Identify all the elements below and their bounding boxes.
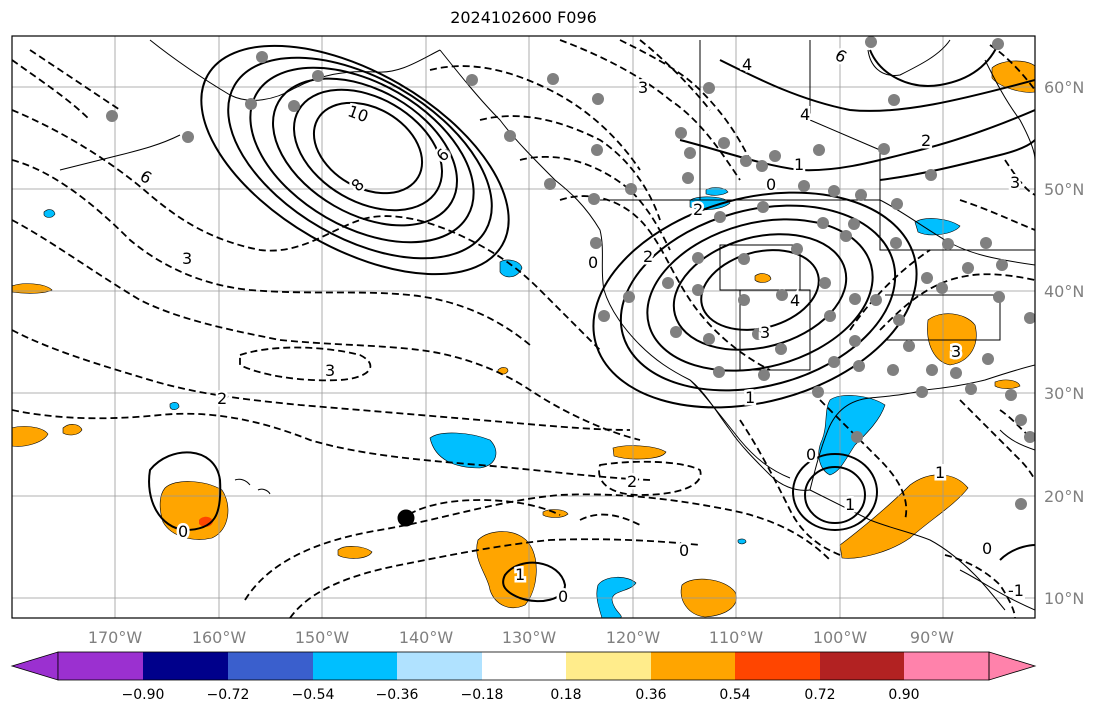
contour-label: 2 — [693, 200, 703, 219]
colorbar-tick-label: 0.72 — [804, 687, 835, 703]
dashed-contours — [12, 39, 1035, 618]
colorbar-tick-label: −0.72 — [207, 687, 250, 703]
colorbar-tick-label: −0.54 — [292, 687, 335, 703]
lon-label: 170°W — [88, 628, 143, 647]
contour-label: 1 — [935, 463, 945, 482]
colorbar-segment — [651, 652, 735, 680]
colorbar-tick-label: −0.18 — [461, 687, 504, 703]
coastlines — [59, 39, 1035, 611]
colorbar-segment — [820, 652, 904, 680]
contour-label: 0 — [982, 539, 992, 558]
contour-label: 1 — [845, 495, 855, 514]
contour-label: 3 — [760, 323, 770, 342]
colorbar-tick-label: 0.36 — [635, 687, 666, 703]
colorbar-segment — [735, 652, 820, 680]
map-frame — [11, 35, 1036, 619]
contour-label: -1 — [1008, 581, 1024, 600]
colorbar-ticks: −0.90 −0.72 −0.54 −0.36 −0.18 0.18 0.36 … — [122, 687, 920, 703]
contour-label: 3 — [1010, 173, 1020, 192]
colorbar-segment — [58, 652, 143, 680]
map-title: 2024102600 F096 — [450, 8, 597, 27]
lon-label: 140°W — [399, 628, 454, 647]
map-plot: 10 8 6 6 6 3 3 3 2 2 2 4 4 4 3 1 1 1 1 1… — [12, 36, 1035, 618]
lon-label: 100°W — [813, 628, 868, 647]
colorbar-segment — [228, 652, 313, 680]
contour-label: 4 — [790, 291, 800, 310]
longitude-labels: 170°W 160°W 150°W 140°W 130°W 120°W 110°… — [88, 628, 954, 647]
contour-label: 0 — [766, 175, 776, 194]
colorbar-tick-label: −0.90 — [122, 687, 165, 703]
colorbar-tick-label: 0.18 — [550, 687, 581, 703]
lat-label: 40°N — [1044, 282, 1084, 301]
lon-label: 130°W — [502, 628, 557, 647]
contour-label: 0 — [806, 445, 816, 464]
lat-label: 30°N — [1044, 384, 1084, 403]
lat-label: 60°N — [1044, 78, 1084, 97]
contour-label: 3 — [182, 249, 192, 268]
contour-label: 3 — [638, 78, 648, 97]
contour-label: 4 — [742, 55, 752, 74]
lon-label: 150°W — [295, 628, 350, 647]
colorbar-segment — [143, 652, 228, 680]
colorbar-tick-label: −0.36 — [376, 687, 419, 703]
contour-label: 0 — [178, 522, 188, 541]
lon-label: 120°W — [606, 628, 661, 647]
colorbar-segment — [482, 652, 566, 680]
contour-label: 0 — [679, 541, 689, 560]
colorbar-extend-low — [10, 651, 59, 681]
colorbar-segment — [313, 652, 397, 680]
colorbar-segment — [397, 652, 482, 680]
colorbar-segment — [904, 652, 989, 680]
contour-label: 0 — [588, 253, 598, 272]
solid-contours — [148, 39, 1035, 603]
lat-label: 10°N — [1044, 589, 1084, 608]
contour-label: 1 — [515, 565, 525, 584]
station-points — [106, 36, 1035, 510]
contour-label: 1 — [745, 388, 755, 407]
lat-label: 50°N — [1044, 180, 1084, 199]
contour-label: 4 — [800, 105, 810, 124]
latitude-labels: 60°N 50°N 40°N 30°N 20°N 10°N — [1044, 78, 1084, 608]
location-marker — [397, 509, 415, 527]
colorbar-extend-high — [988, 651, 1037, 681]
contour-label: 3 — [951, 342, 961, 361]
lon-label: 160°W — [192, 628, 247, 647]
contour-label: 2 — [643, 247, 653, 266]
contour-label: 3 — [325, 361, 335, 380]
colorbar-segment — [566, 652, 651, 680]
colorbar: −0.90 −0.72 −0.54 −0.36 −0.18 0.18 0.36 … — [10, 651, 1037, 703]
lon-label: 90°W — [910, 628, 954, 647]
contour-label: 0 — [558, 587, 568, 606]
colorbar-tick-label: 0.90 — [888, 687, 919, 703]
contour-label: 2 — [627, 472, 637, 491]
contour-label: 1 — [794, 155, 804, 174]
contour-label: 2 — [921, 131, 931, 150]
lat-label: 20°N — [1044, 487, 1084, 506]
contour-label: 2 — [217, 389, 227, 408]
colorbar-tick-label: 0.54 — [719, 687, 750, 703]
lon-label: 110°W — [709, 628, 764, 647]
